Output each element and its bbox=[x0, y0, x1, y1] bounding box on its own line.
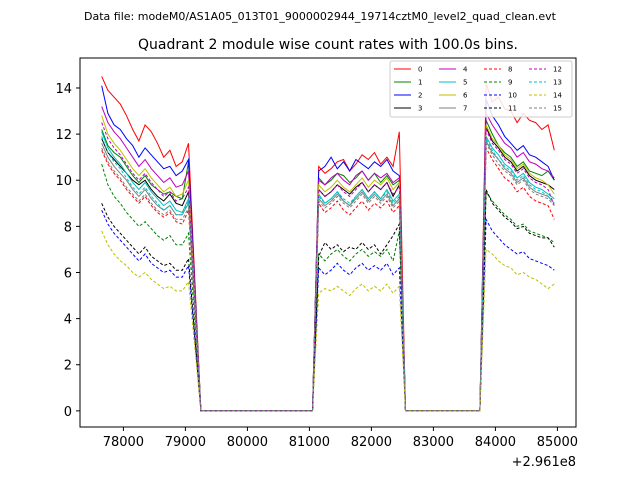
legend-entry-label: 5 bbox=[463, 79, 467, 87]
series-line-8 bbox=[101, 145, 555, 412]
series-line-9 bbox=[101, 163, 555, 412]
legend-entry-label: 4 bbox=[463, 66, 468, 74]
legend-entry-label: 0 bbox=[418, 66, 422, 74]
series-line-3 bbox=[101, 126, 555, 412]
legend-entry-label: 7 bbox=[463, 105, 467, 113]
series-line-14 bbox=[101, 230, 555, 412]
x-tick-label: 78000 bbox=[103, 435, 144, 450]
y-tick-label: 14 bbox=[55, 82, 72, 97]
legend-entry-label: 3 bbox=[418, 105, 422, 113]
series-line-11 bbox=[101, 189, 555, 412]
legend-entry-label: 15 bbox=[553, 105, 562, 113]
series-line-12 bbox=[101, 122, 555, 412]
y-tick-label: 8 bbox=[64, 220, 72, 235]
series-line-2 bbox=[101, 85, 555, 412]
y-tick-label: 2 bbox=[64, 359, 72, 374]
series-line-15 bbox=[101, 141, 555, 412]
legend-entry-label: 9 bbox=[508, 79, 512, 87]
suptitle: Data file: modeM0/AS1A05_013T01_90000029… bbox=[84, 10, 557, 23]
legend-entry-label: 8 bbox=[508, 66, 512, 74]
series-line-5 bbox=[101, 131, 555, 412]
series-line-4 bbox=[101, 106, 555, 412]
x-tick-label: 82000 bbox=[351, 435, 392, 450]
legend-box bbox=[389, 60, 573, 118]
legend-entry-label: 11 bbox=[508, 105, 517, 113]
x-tick-label: 79000 bbox=[165, 435, 206, 450]
x-tick-label: 81000 bbox=[289, 435, 330, 450]
legend-entry-label: 13 bbox=[553, 79, 562, 87]
legend-entry-label: 14 bbox=[553, 92, 562, 100]
x-tick-label: 85000 bbox=[537, 435, 578, 450]
series-line-1 bbox=[101, 120, 555, 412]
y-tick-label: 12 bbox=[55, 128, 72, 143]
series-line-13 bbox=[101, 136, 555, 412]
y-axis: 0 2 4 6 8 10 12 14 bbox=[55, 82, 80, 420]
x-offset-label: +2.961e8 bbox=[512, 455, 576, 470]
y-tick-label: 10 bbox=[55, 174, 72, 189]
legend-entry-label: 2 bbox=[418, 92, 422, 100]
series-line-7 bbox=[101, 139, 555, 412]
chart-title: Quadrant 2 module wise count rates with … bbox=[138, 37, 518, 53]
y-tick-label: 6 bbox=[64, 266, 72, 281]
x-tick-label: 84000 bbox=[475, 435, 516, 450]
x-axis: 78000 79000 80000 81000 82000 83000 84000 85000 bbox=[103, 427, 578, 450]
series-line-10 bbox=[101, 209, 555, 412]
x-tick-label: 80000 bbox=[227, 435, 268, 450]
legend-entry-label: 6 bbox=[463, 92, 468, 100]
legend-entry-label: 1 bbox=[418, 79, 422, 87]
legend-entry-label: 12 bbox=[553, 66, 562, 74]
y-tick-label: 4 bbox=[64, 313, 72, 328]
legend-entry-label: 10 bbox=[508, 92, 517, 100]
plot-lines bbox=[101, 76, 555, 412]
x-tick-label: 83000 bbox=[413, 435, 454, 450]
y-tick-label: 0 bbox=[64, 405, 72, 420]
series-line-6 bbox=[101, 115, 555, 412]
plot-frame bbox=[79, 57, 577, 428]
